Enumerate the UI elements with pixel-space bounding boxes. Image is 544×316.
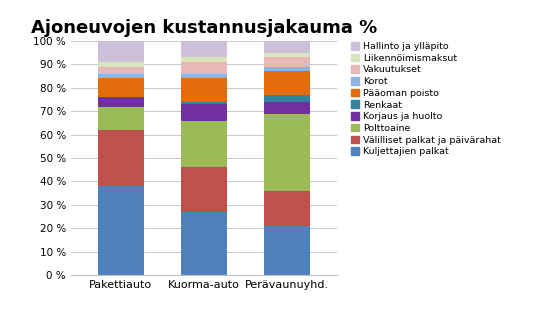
Bar <box>181 104 227 121</box>
Bar <box>264 95 310 102</box>
Bar <box>98 97 144 106</box>
Bar <box>181 167 227 212</box>
Bar <box>181 78 227 102</box>
Bar <box>98 130 144 186</box>
Bar <box>264 67 310 71</box>
Bar <box>181 102 227 104</box>
Bar <box>181 212 227 275</box>
Bar <box>181 74 227 78</box>
Bar <box>264 113 310 191</box>
Bar <box>181 121 227 167</box>
Bar <box>98 41 144 62</box>
Bar <box>264 102 310 113</box>
Bar <box>264 53 310 58</box>
Bar <box>98 106 144 130</box>
Bar <box>98 78 144 97</box>
Bar <box>181 58 227 62</box>
Bar <box>98 67 144 74</box>
Bar <box>264 58 310 67</box>
Bar <box>98 62 144 67</box>
Bar <box>264 71 310 95</box>
Bar <box>264 226 310 275</box>
Bar <box>181 62 227 74</box>
Bar <box>181 41 227 58</box>
Title: Ajoneuvojen kustannusjakauma %: Ajoneuvojen kustannusjakauma % <box>31 19 377 37</box>
Bar <box>98 186 144 275</box>
Bar <box>264 191 310 226</box>
Bar <box>264 41 310 53</box>
Legend: Hallinto ja ylläpito, Liikennöimismaksut, Vakuutukset, Korot, Pääoman poisto, Re: Hallinto ja ylläpito, Liikennöimismaksut… <box>350 41 502 157</box>
Bar <box>98 74 144 78</box>
